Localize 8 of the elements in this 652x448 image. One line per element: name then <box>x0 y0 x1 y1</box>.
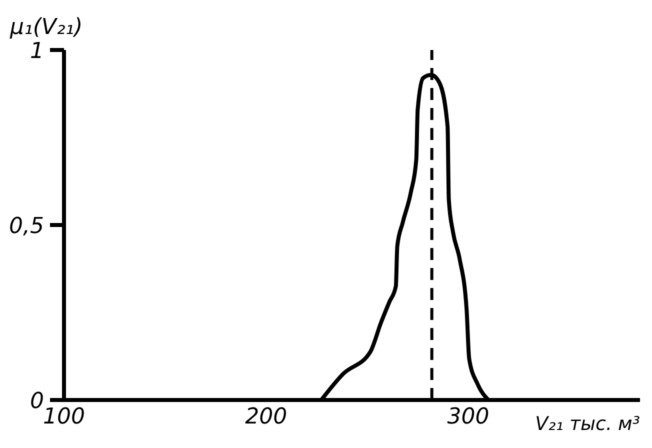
x-tick-label: 200 <box>245 404 288 430</box>
y-axis-title: μ₁(V₂₁) <box>9 15 83 40</box>
y-tick-label: 0 <box>30 388 44 414</box>
y-tick-label: 0,5 <box>9 214 44 239</box>
x-tick-label: 300 <box>447 404 490 430</box>
x-tick-label: 100 <box>43 404 85 430</box>
y-tick-label: 1 <box>30 38 44 64</box>
x-axis-title: V₂₁ тыс. м³ <box>535 413 640 435</box>
